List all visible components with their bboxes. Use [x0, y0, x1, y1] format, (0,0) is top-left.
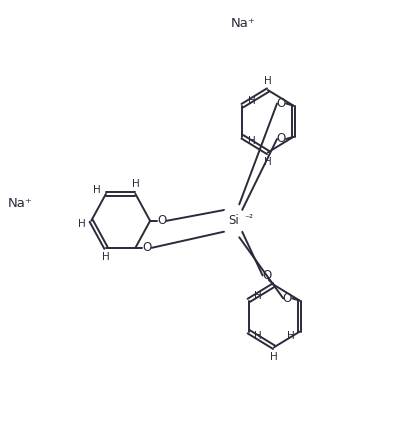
- Text: H: H: [93, 185, 101, 195]
- Text: H: H: [264, 157, 272, 167]
- Text: Na⁺: Na⁺: [231, 17, 256, 30]
- Text: O: O: [142, 241, 151, 254]
- Text: H: H: [102, 252, 110, 262]
- Text: H: H: [254, 331, 261, 341]
- Text: H: H: [270, 352, 278, 362]
- Text: Si: Si: [228, 214, 238, 227]
- Text: O: O: [262, 269, 271, 282]
- Text: H: H: [247, 136, 255, 146]
- Text: H: H: [247, 96, 255, 107]
- Text: H: H: [132, 179, 139, 189]
- Circle shape: [221, 208, 245, 234]
- Text: O: O: [283, 292, 292, 305]
- Text: Na⁺: Na⁺: [7, 197, 32, 210]
- Text: H: H: [254, 291, 261, 301]
- Text: O: O: [276, 97, 286, 110]
- Text: H: H: [79, 219, 86, 229]
- Text: O: O: [276, 132, 286, 145]
- Text: ⁻²: ⁻²: [244, 213, 253, 224]
- Text: H: H: [287, 331, 294, 341]
- Text: O: O: [157, 214, 166, 227]
- Text: H: H: [264, 75, 272, 86]
